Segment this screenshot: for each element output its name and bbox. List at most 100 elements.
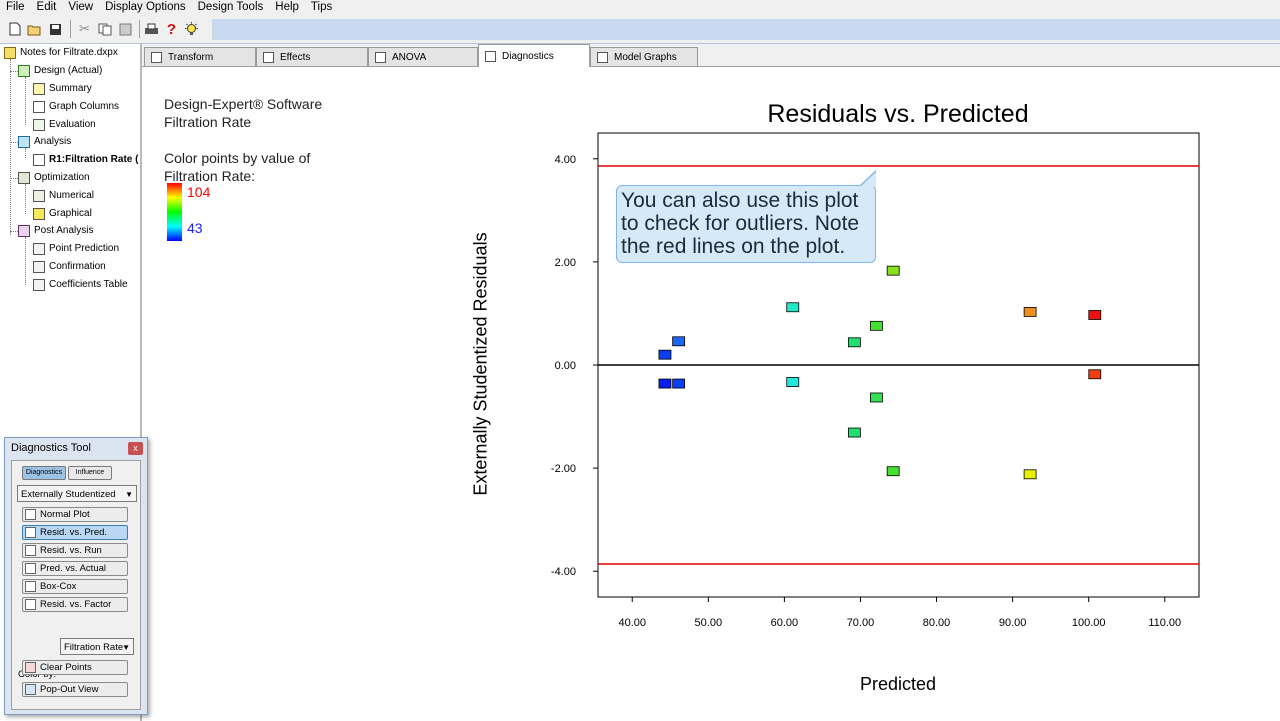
tree-item-optimization[interactable]: Optimization (18, 169, 90, 186)
menu-bar: File Edit View Display Options Design To… (0, 0, 1280, 15)
resid-vs-run-icon (25, 545, 36, 556)
tree-root[interactable]: Notes for Filtrate.dxpx (4, 44, 118, 61)
tip-callout: You can also use this plot to check for … (616, 185, 876, 263)
data-point[interactable] (1023, 306, 1037, 317)
clear-points-icon (25, 662, 36, 673)
open-folder-icon[interactable] (27, 21, 42, 37)
data-point[interactable] (1088, 310, 1102, 320)
color-by-select[interactable]: Filtration Rate ▼ (60, 638, 134, 655)
y-tick-label: 0.00 (555, 360, 576, 372)
menu-view[interactable]: View (68, 1, 94, 13)
data-point[interactable] (672, 336, 686, 347)
save-icon[interactable] (48, 21, 63, 37)
data-point[interactable] (786, 302, 800, 313)
x-tick-label: 100.00 (1072, 617, 1106, 629)
resid-vs-pred-icon (25, 527, 36, 538)
color-scale-bar (167, 183, 182, 241)
tree-item-graphical[interactable]: Graphical (33, 205, 92, 222)
new-file-icon[interactable] (7, 21, 22, 37)
paste-icon[interactable] (118, 21, 133, 37)
numerical-icon (33, 189, 45, 202)
tab-anova[interactable]: ANOVA (368, 47, 478, 66)
normal-plot-button[interactable]: Normal Plot (22, 507, 128, 522)
design-grid-icon (18, 64, 30, 77)
data-point[interactable] (870, 392, 883, 403)
diagnostics-tool-window[interactable]: Diagnostics Tool x Diagnostics Influence… (4, 437, 148, 715)
tree-connector (10, 71, 18, 72)
tree-item-coefficients-table[interactable]: Coefficients Table (33, 276, 128, 293)
residual-type-select[interactable]: Externally Studentized ▼ (17, 485, 137, 502)
graph-columns-icon (33, 100, 45, 113)
resid-vs-run-button[interactable]: Resid. vs. Run (22, 543, 128, 558)
data-point[interactable] (886, 466, 900, 477)
color-scale-high: 104 (187, 184, 211, 200)
data-point[interactable] (870, 320, 883, 331)
help-icon[interactable]: ? (166, 20, 177, 38)
tree-connector (10, 142, 18, 143)
menu-help[interactable]: Help (275, 1, 299, 13)
pred-vs-actual-button[interactable]: Pred. vs. Actual (22, 561, 128, 576)
y-tick-label: -2.00 (551, 463, 576, 475)
optimization-icon (18, 171, 30, 184)
menu-edit[interactable]: Edit (36, 1, 57, 13)
box-cox-button[interactable]: Box-Cox (22, 579, 128, 594)
menu-design-tools[interactable]: Design Tools (197, 1, 264, 13)
tree-connector (10, 178, 18, 179)
tree-item-summary[interactable]: Summary (33, 80, 92, 97)
diagnostics-tool-body: Diagnostics Influence Externally Student… (11, 460, 141, 710)
tree-item-post-analysis[interactable]: Post Analysis (18, 222, 93, 239)
data-point[interactable] (786, 377, 800, 387)
toolbar: ✂ ? (0, 15, 1280, 44)
tree-connector (25, 148, 26, 158)
copy-icon[interactable] (97, 21, 112, 37)
print-icon[interactable] (144, 21, 159, 37)
toolbar-separator (70, 20, 71, 38)
data-point[interactable] (886, 265, 900, 276)
diagnostics-icon (485, 50, 496, 62)
tip-bulb-icon[interactable] (184, 21, 199, 37)
tree-item-numerical[interactable]: Numerical (33, 187, 94, 204)
tab-influence-mini[interactable]: Influence (68, 466, 112, 480)
data-point[interactable] (1023, 469, 1037, 480)
data-point[interactable] (847, 427, 861, 438)
tab-transform[interactable]: Transform (144, 47, 256, 66)
effects-icon (263, 51, 274, 63)
tab-effects[interactable]: Effects (256, 47, 368, 66)
resid-vs-factor-button[interactable]: Resid. vs. Factor (22, 597, 128, 612)
x-tick-label: 90.00 (999, 617, 1027, 629)
data-point[interactable] (1088, 369, 1102, 380)
tree-item-point-prediction[interactable]: Point Prediction (33, 240, 119, 257)
data-point[interactable] (672, 378, 686, 389)
tree-item-evaluation[interactable]: Evaluation (33, 116, 96, 133)
coefficients-table-icon (33, 278, 45, 291)
tree-item-confirmation[interactable]: Confirmation (33, 258, 106, 275)
pop-out-view-button[interactable]: Pop-Out View (22, 682, 128, 697)
cut-icon[interactable]: ✂ (79, 21, 90, 36)
menu-display-options[interactable]: Display Options (105, 1, 186, 13)
tree-item-graph-columns[interactable]: Graph Columns (33, 98, 119, 115)
box-cox-icon (25, 581, 36, 592)
y-tick-label: 2.00 (555, 257, 576, 269)
data-point[interactable] (658, 378, 672, 389)
menu-file[interactable]: File (6, 1, 25, 13)
tab-diagnostics-mini[interactable]: Diagnostics (22, 466, 66, 480)
y-tick-label: 4.00 (555, 154, 576, 166)
resid-vs-pred-button[interactable]: Resid. vs. Pred. (22, 525, 128, 540)
tree-item-analysis[interactable]: Analysis (18, 133, 71, 150)
tree-item-r1-filtration-rate[interactable]: R1:Filtration Rate ( (33, 151, 138, 168)
response-name: Filtration Rate (164, 114, 252, 130)
tree-item-design-actual[interactable]: Design (Actual) (18, 62, 102, 79)
clear-points-button[interactable]: Clear Points (22, 660, 128, 675)
x-tick-label: 60.00 (771, 617, 799, 629)
chevron-down-icon: ▼ (122, 643, 130, 652)
tab-diagnostics[interactable]: Diagnostics (478, 44, 590, 67)
tab-model-graphs[interactable]: Model Graphs (590, 47, 698, 66)
normal-plot-icon (25, 509, 36, 520)
toolbar-strip (212, 19, 1280, 40)
data-point[interactable] (847, 337, 861, 348)
x-tick-label: 40.00 (618, 617, 646, 629)
menu-tips[interactable]: Tips (310, 1, 333, 13)
close-icon[interactable]: x (128, 442, 143, 455)
data-point[interactable] (658, 349, 672, 360)
